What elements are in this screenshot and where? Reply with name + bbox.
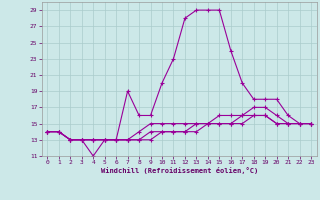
X-axis label: Windchill (Refroidissement éolien,°C): Windchill (Refroidissement éolien,°C) (100, 167, 258, 174)
